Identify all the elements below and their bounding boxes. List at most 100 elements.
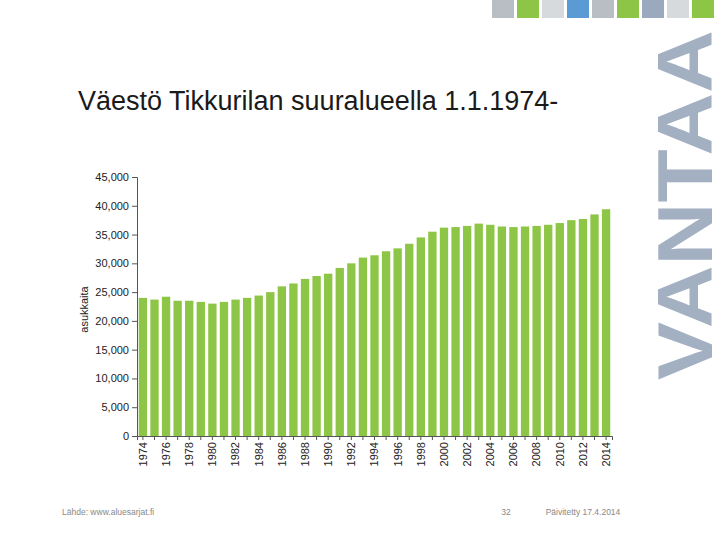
x-tick-mark bbox=[501, 436, 502, 440]
y-tick-mark bbox=[132, 378, 137, 379]
x-tick-mark bbox=[351, 436, 352, 440]
x-tick-mark bbox=[420, 436, 421, 440]
x-tick: 1998 bbox=[415, 436, 427, 466]
x-tick: 1984 bbox=[253, 436, 265, 466]
bar bbox=[197, 302, 205, 436]
x-tick-mark bbox=[154, 436, 155, 440]
y-tick-mark bbox=[132, 350, 137, 351]
x-tick bbox=[478, 436, 479, 440]
bar bbox=[139, 298, 147, 436]
y-tick: 20,000 bbox=[95, 315, 137, 327]
x-tick-mark bbox=[339, 436, 340, 440]
footer-text: Päivitetty 17.4.2014 bbox=[546, 507, 621, 517]
bar bbox=[301, 279, 309, 436]
bar bbox=[220, 302, 228, 436]
y-tick-mark bbox=[132, 263, 137, 264]
x-tick: 1996 bbox=[392, 436, 404, 466]
x-tick-label: 1978 bbox=[183, 442, 195, 466]
x-tick-mark bbox=[490, 436, 491, 440]
bar bbox=[231, 300, 239, 436]
y-tick-mark bbox=[132, 321, 137, 322]
x-tick-label: 1998 bbox=[415, 442, 427, 466]
y-axis-line bbox=[132, 178, 138, 437]
y-tick-label: 25,000 bbox=[95, 286, 129, 298]
x-tick bbox=[316, 436, 317, 440]
x-tick: 1992 bbox=[345, 436, 357, 466]
bar bbox=[336, 268, 344, 436]
bar bbox=[382, 251, 390, 436]
x-tick bbox=[339, 436, 340, 440]
y-tick-mark bbox=[132, 206, 137, 207]
x-tick-label: 2006 bbox=[507, 442, 519, 466]
y-tick: 5,000 bbox=[101, 401, 137, 413]
x-tick-label: 1976 bbox=[160, 442, 172, 466]
x-tick-mark bbox=[559, 436, 560, 440]
x-tick-mark bbox=[467, 436, 468, 440]
x-tick-label: 2004 bbox=[484, 442, 496, 466]
y-axis-title: asukkaita bbox=[78, 285, 90, 332]
bar bbox=[185, 301, 193, 436]
x-tick-mark bbox=[281, 436, 282, 440]
title: Väestö Tikkurilan suuralueella 1.1.1974- bbox=[78, 86, 558, 116]
x-tick-mark bbox=[189, 436, 190, 440]
bar bbox=[173, 301, 181, 436]
x-tick bbox=[525, 436, 526, 440]
x-tick-mark bbox=[525, 436, 526, 440]
footer-text: 32 bbox=[501, 507, 511, 517]
x-tick: 1978 bbox=[183, 436, 195, 466]
bar bbox=[544, 225, 552, 436]
x-tick bbox=[154, 436, 155, 440]
x-axis: 1974197619781980198219841986198819901992… bbox=[137, 436, 613, 466]
bar bbox=[417, 237, 425, 436]
x-tick: 2014 bbox=[600, 436, 612, 466]
x-tick-mark bbox=[293, 436, 294, 440]
x-tick-label: 2000 bbox=[438, 442, 450, 466]
x-tick bbox=[571, 436, 572, 440]
x-tick-mark bbox=[455, 436, 456, 440]
x-tick-mark bbox=[177, 436, 178, 440]
x-tick-label: 1992 bbox=[345, 442, 357, 466]
bar bbox=[208, 304, 216, 436]
decor-square bbox=[517, 0, 539, 18]
decor-square bbox=[592, 0, 614, 18]
x-tick: 1990 bbox=[322, 436, 334, 466]
y-tick-label: 10,000 bbox=[95, 372, 129, 384]
bar bbox=[162, 297, 170, 436]
x-tick-mark bbox=[305, 436, 306, 440]
x-tick bbox=[293, 436, 294, 440]
x-tick: 1980 bbox=[206, 436, 218, 466]
x-tick bbox=[594, 436, 595, 440]
x-tick: 1994 bbox=[368, 436, 380, 466]
bar bbox=[440, 228, 448, 436]
x-tick: 1988 bbox=[299, 436, 311, 466]
bar bbox=[498, 226, 506, 436]
y-tick: 15,000 bbox=[95, 344, 137, 356]
x-tick bbox=[362, 436, 363, 440]
x-tick-mark bbox=[247, 436, 248, 440]
bar bbox=[150, 300, 158, 436]
bar bbox=[475, 224, 483, 436]
x-tick-mark bbox=[397, 436, 398, 440]
bar bbox=[509, 227, 517, 436]
x-tick-label: 1986 bbox=[276, 442, 288, 466]
x-tick: 2006 bbox=[507, 436, 519, 466]
bar bbox=[567, 220, 575, 436]
y-tick-label: 45,000 bbox=[95, 171, 129, 183]
x-tick bbox=[409, 436, 410, 440]
y-tick-label: 40,000 bbox=[95, 200, 129, 212]
x-tick-label: 1996 bbox=[392, 442, 404, 466]
decor-square bbox=[667, 0, 689, 18]
bar bbox=[463, 226, 471, 436]
x-tick bbox=[200, 436, 201, 440]
x-tick bbox=[177, 436, 178, 440]
decoration bbox=[492, 0, 714, 18]
x-tick: 2002 bbox=[461, 436, 473, 466]
x-tick: 1982 bbox=[229, 436, 241, 466]
bar bbox=[243, 298, 251, 436]
x-tick: 2012 bbox=[577, 436, 589, 466]
bar bbox=[532, 226, 540, 436]
x-tick: 1986 bbox=[276, 436, 288, 466]
y-tick: 30,000 bbox=[95, 257, 137, 269]
logo-text: VANTAA bbox=[641, 30, 720, 380]
x-tick-mark bbox=[386, 436, 387, 440]
